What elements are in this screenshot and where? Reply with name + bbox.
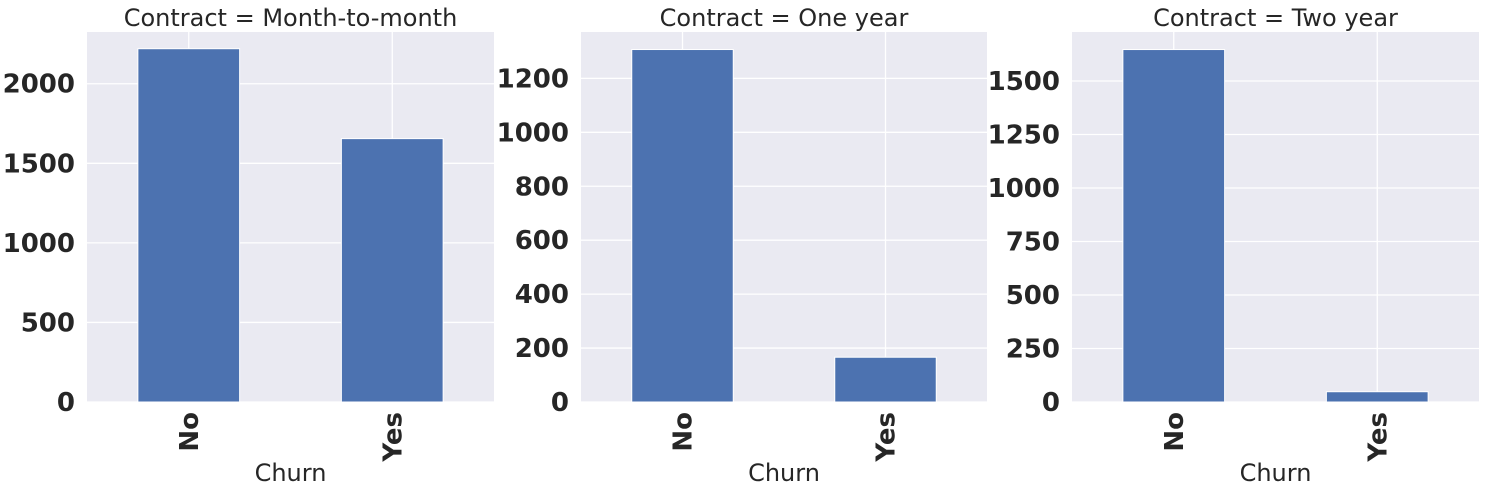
x-tick-label: No bbox=[1160, 412, 1190, 452]
chart-panel-3: 0 250 500 750 1000 1250 1500 No Yes Contract = Tw… bbox=[988, 4, 1479, 487]
y-tick-label: 750 bbox=[1006, 228, 1060, 258]
y-tick-label: 1200 bbox=[497, 64, 569, 94]
bar-no bbox=[631, 49, 734, 403]
chart-title: Contract = Month-to-month bbox=[124, 4, 458, 32]
y-tick-label: 250 bbox=[1006, 335, 1060, 365]
y-tick-label: 1250 bbox=[988, 121, 1060, 151]
bar-yes bbox=[1325, 391, 1429, 403]
x-tick-label: Yes bbox=[872, 412, 902, 463]
chart-panel-2: 0 200 400 600 800 1000 1200 No Yes Contract = One… bbox=[497, 4, 987, 487]
x-tick-label: Yes bbox=[378, 412, 408, 463]
x-axis-label: Churn bbox=[1240, 459, 1312, 487]
y-tick-label: 2000 bbox=[3, 70, 75, 100]
y-tick-label: 600 bbox=[515, 226, 569, 256]
y-tick-label: 0 bbox=[1042, 388, 1060, 418]
y-tick-label: 1000 bbox=[3, 229, 75, 259]
bar-no bbox=[1122, 49, 1226, 403]
y-tick-label: 1000 bbox=[988, 174, 1060, 204]
chart-title: Contract = Two year bbox=[1153, 4, 1398, 32]
bar-no bbox=[137, 48, 241, 403]
y-tick-label: 500 bbox=[1006, 281, 1060, 311]
x-tick-label: No bbox=[175, 412, 205, 452]
x-tick-label: No bbox=[669, 412, 699, 452]
bar-yes bbox=[834, 356, 937, 403]
bar-yes bbox=[340, 138, 444, 403]
x-axis-label: Churn bbox=[748, 459, 820, 487]
y-tick-label: 1500 bbox=[3, 149, 75, 179]
x-tick-label: Yes bbox=[1363, 412, 1393, 463]
chart-panel-1: 0 500 1000 1500 2000 No Yes Contract = Month-to… bbox=[3, 4, 494, 487]
y-tick-label: 500 bbox=[21, 308, 75, 338]
y-tick-label: 1000 bbox=[497, 118, 569, 148]
y-tick-label: 400 bbox=[515, 280, 569, 310]
y-tick-label: 0 bbox=[57, 388, 75, 418]
chart-title: Contract = One year bbox=[660, 4, 909, 32]
y-tick-label: 0 bbox=[551, 388, 569, 418]
y-tick-label: 1500 bbox=[988, 67, 1060, 97]
x-axis-label: Churn bbox=[255, 459, 327, 487]
y-tick-label: 200 bbox=[515, 334, 569, 364]
y-tick-label: 800 bbox=[515, 172, 569, 202]
